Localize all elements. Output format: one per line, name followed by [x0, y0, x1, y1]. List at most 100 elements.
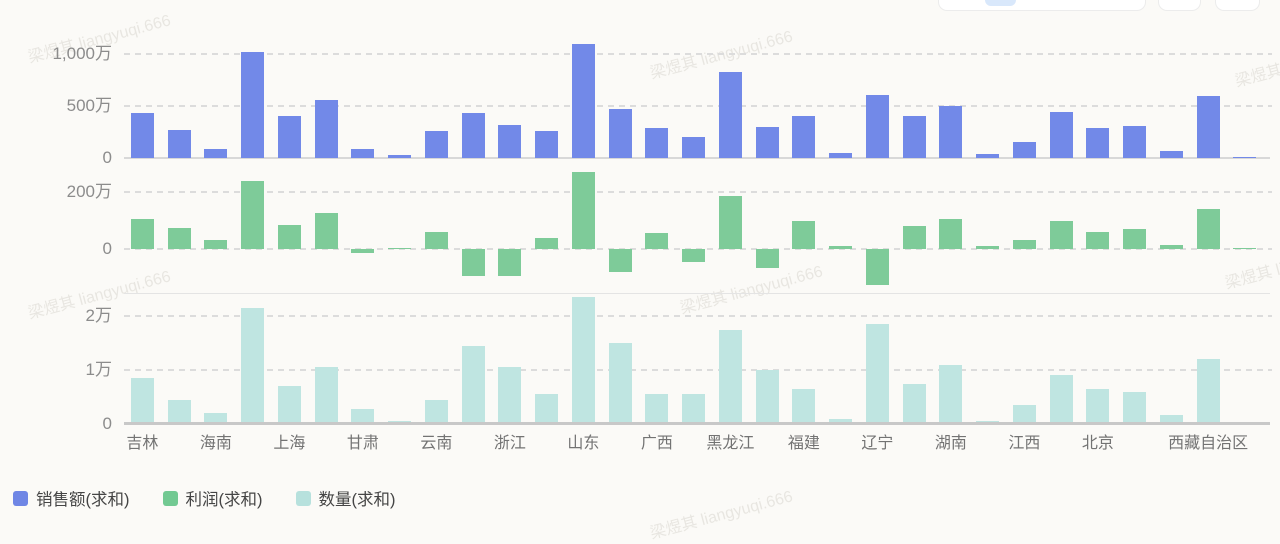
bar-qty-2[interactable] [204, 413, 228, 424]
bar-qty-3[interactable] [241, 307, 265, 424]
bar-profit-15[interactable] [682, 249, 706, 262]
bar-profit-22[interactable] [939, 219, 963, 249]
bar-profit-9[interactable] [461, 249, 485, 277]
bar-sales-18[interactable] [792, 116, 816, 158]
bar-qty-12[interactable] [571, 297, 595, 424]
bar-qty-4[interactable] [277, 386, 301, 424]
chart-legend: 销售额(求和) 利润(求和) 数量(求和) [13, 486, 396, 510]
bar-qty-24[interactable] [1012, 405, 1036, 424]
bar-qty-22[interactable] [939, 364, 963, 424]
bar-sales-0[interactable] [130, 113, 154, 158]
bar-sales-25[interactable] [1049, 112, 1073, 158]
bar-sales-21[interactable] [902, 116, 926, 158]
bar-qty-1[interactable] [167, 399, 191, 424]
bar-sales-24[interactable] [1012, 142, 1036, 158]
bar-sales-26[interactable] [1086, 127, 1110, 158]
bar-qty-18[interactable] [792, 388, 816, 424]
toolbar-button[interactable] [1215, 0, 1260, 11]
bar-profit-3[interactable] [241, 180, 265, 249]
active-tab-pill[interactable] [985, 0, 1016, 6]
bar-sales-10[interactable] [498, 124, 522, 158]
bar-sales-3[interactable] [241, 51, 265, 158]
bar-qty-16[interactable] [718, 329, 742, 424]
bar-profit-28[interactable] [1159, 244, 1183, 249]
bar-sales-13[interactable] [608, 109, 632, 158]
bar-qty-6[interactable] [351, 408, 375, 424]
bar-sales-8[interactable] [424, 130, 448, 158]
bar-qty-13[interactable] [608, 343, 632, 424]
bar-qty-19[interactable] [829, 418, 853, 424]
bar-qty-10[interactable] [498, 367, 522, 424]
bar-qty-17[interactable] [755, 370, 779, 424]
bar-profit-12[interactable] [571, 172, 595, 249]
bar-sales-22[interactable] [939, 106, 963, 158]
bar-qty-29[interactable] [1196, 359, 1220, 424]
bar-profit-2[interactable] [204, 240, 228, 249]
bar-sales-7[interactable] [388, 154, 412, 158]
bar-profit-20[interactable] [865, 249, 889, 285]
bar-sales-6[interactable] [351, 148, 375, 158]
bar-sales-17[interactable] [755, 126, 779, 158]
bar-profit-27[interactable] [1123, 229, 1147, 249]
bar-profit-1[interactable] [167, 227, 191, 249]
bar-sales-11[interactable] [535, 130, 559, 158]
bar-qty-14[interactable] [645, 394, 669, 424]
bar-sales-23[interactable] [976, 153, 1000, 158]
bar-sales-12[interactable] [571, 43, 595, 158]
bar-profit-19[interactable] [829, 246, 853, 249]
bar-qty-21[interactable] [902, 383, 926, 424]
bar-qty-15[interactable] [682, 394, 706, 424]
bar-sales-14[interactable] [645, 127, 669, 158]
bar-qty-5[interactable] [314, 367, 338, 424]
bar-profit-17[interactable] [755, 249, 779, 268]
bar-profit-29[interactable] [1196, 209, 1220, 249]
bar-profit-4[interactable] [277, 224, 301, 249]
bar-sales-27[interactable] [1123, 125, 1147, 158]
bar-qty-9[interactable] [461, 345, 485, 424]
legend-item-销售额(求和)[interactable]: 销售额(求和) [13, 486, 130, 510]
bar-profit-16[interactable] [718, 196, 742, 249]
bar-sales-19[interactable] [829, 152, 853, 158]
bar-sales-29[interactable] [1196, 95, 1220, 158]
bar-sales-5[interactable] [314, 100, 338, 158]
bar-qty-11[interactable] [535, 394, 559, 424]
category-axis-baseline [124, 422, 1270, 425]
bar-qty-25[interactable] [1049, 375, 1073, 424]
bar-sales-2[interactable] [204, 148, 228, 158]
bar-sales-16[interactable] [718, 71, 742, 158]
bar-profit-5[interactable] [314, 213, 338, 249]
bar-profit-25[interactable] [1049, 220, 1073, 249]
bar-qty-28[interactable] [1159, 414, 1183, 424]
toolbar-button[interactable] [1158, 0, 1201, 11]
bar-sales-4[interactable] [277, 116, 301, 158]
toolbar-card[interactable] [938, 0, 1146, 11]
bar-profit-13[interactable] [608, 249, 632, 272]
legend-item-利润(求和)[interactable]: 利润(求和) [162, 486, 263, 510]
bar-sales-28[interactable] [1159, 150, 1183, 158]
bar-sales-9[interactable] [461, 113, 485, 158]
bar-sales-1[interactable] [167, 129, 191, 158]
bar-profit-21[interactable] [902, 226, 926, 249]
bar-profit-10[interactable] [498, 249, 522, 277]
bar-sales-30[interactable] [1233, 156, 1257, 158]
bar-qty-20[interactable] [865, 324, 889, 424]
bar-profit-24[interactable] [1012, 240, 1036, 249]
bar-qty-8[interactable] [424, 399, 448, 424]
bar-qty-27[interactable] [1123, 391, 1147, 424]
bar-profit-8[interactable] [424, 231, 448, 249]
y-tick-label-sales: 0 [102, 148, 112, 167]
bar-profit-14[interactable] [645, 233, 669, 249]
bar-profit-23[interactable] [976, 246, 1000, 249]
bar-profit-6[interactable] [351, 249, 375, 254]
bar-profit-30[interactable] [1233, 247, 1257, 249]
bar-sales-20[interactable] [865, 94, 889, 158]
bar-qty-0[interactable] [130, 378, 154, 424]
bar-profit-0[interactable] [130, 219, 154, 249]
bar-profit-26[interactable] [1086, 231, 1110, 249]
bar-profit-11[interactable] [535, 237, 559, 249]
bar-profit-7[interactable] [388, 247, 412, 249]
bar-profit-18[interactable] [792, 220, 816, 249]
bar-sales-15[interactable] [682, 137, 706, 158]
legend-item-数量(求和)[interactable]: 数量(求和) [295, 486, 396, 510]
bar-qty-26[interactable] [1086, 388, 1110, 424]
